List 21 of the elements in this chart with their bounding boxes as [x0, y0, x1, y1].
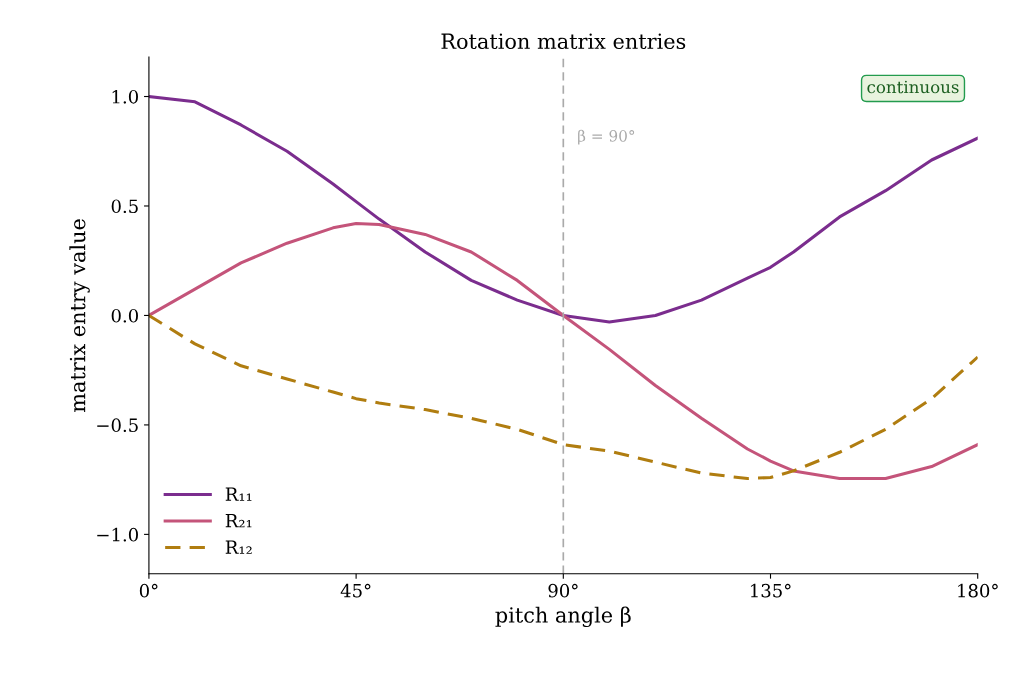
legend-label: R₁₂: [225, 540, 252, 554]
x-axis-title: pitch angle β: [495, 606, 631, 628]
y-tick-label: 1.0: [112, 89, 138, 104]
legend-label: R₂₁: [225, 514, 252, 528]
y-tick-label: 0.5: [111, 199, 138, 214]
legend-label: R₁₁: [225, 487, 252, 501]
line-series: [148, 221, 978, 481]
x-tick-label: 135°: [750, 583, 791, 598]
x-tick-label: 90°: [548, 583, 578, 598]
line-series: [148, 313, 978, 481]
y-axis-title: matrix entry value: [69, 219, 90, 412]
y-tick-label: −1.0: [97, 527, 138, 542]
ref-line-label: β = 90°: [578, 129, 635, 145]
x-tick-label: 0°: [139, 583, 158, 598]
annotation: continuous: [867, 80, 959, 94]
chart-title: Rotation matrix entries: [441, 33, 686, 50]
y-tick-label: 0.0: [111, 308, 138, 323]
x-tick-label: 45°: [340, 583, 371, 598]
x-tick-label: 180°: [958, 583, 998, 598]
line-series: [148, 94, 978, 324]
y-tick-label: −0.5: [97, 418, 138, 433]
